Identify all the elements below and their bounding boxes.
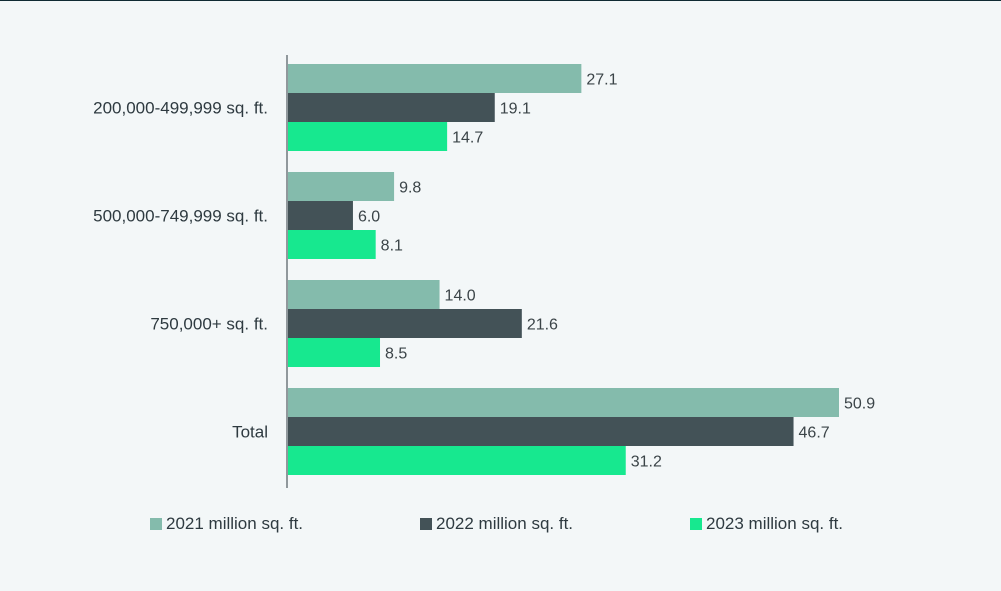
bar-2021-million-sq-ft-total [288,388,839,417]
legend: 2021 million sq. ft. 2022 million sq. ft.… [150,514,843,533]
legend-label-2021-million-sq-ft: 2021 million sq. ft. [166,514,303,533]
legend-swatch-2023-million-sq-ft [690,518,702,530]
data-label-2022-million-sq-ft-750-000-sq-ft: 21.6 [527,317,558,334]
bar-2023-million-sq-ft-total [288,446,626,475]
data-label-2022-million-sq-ft-200-000-499-999-sq-ft: 19.1 [500,101,531,118]
category-label-total: Total [232,423,268,442]
data-label-2023-million-sq-ft-total: 31.2 [631,454,662,471]
bar-2023-million-sq-ft-500-000-749-999-sq-ft [288,230,376,259]
data-label-2023-million-sq-ft-500-000-749-999-sq-ft: 8.1 [381,238,403,255]
bar-2022-million-sq-ft-200-000-499-999-sq-ft [288,93,495,122]
data-label-2021-million-sq-ft-750-000-sq-ft: 14.0 [445,288,476,305]
bar-2022-million-sq-ft-750-000-sq-ft [288,309,522,338]
legend-swatch-2021-million-sq-ft [150,518,162,530]
category-label-200-000-499-999-sq-ft: 200,000-499,999 sq. ft. [93,99,268,118]
category-label-750-000-sq-ft: 750,000+ sq. ft. [150,315,268,334]
bars-group: 27.1 19.1 14.7 9.8 6.08.1 14.0 21.6 8.5 50.9 46.7… [288,64,875,475]
data-label-2021-million-sq-ft-500-000-749-999-sq-ft: 9.8 [399,180,421,197]
bar-2022-million-sq-ft-500-000-749-999-sq-ft [288,201,353,230]
data-label-2022-million-sq-ft-500-000-749-999-sq-ft: 6.0 [358,209,380,226]
bar-2021-million-sq-ft-500-000-749-999-sq-ft [288,172,395,201]
bar-2021-million-sq-ft-750-000-sq-ft [288,280,440,309]
data-label-2021-million-sq-ft-200-000-499-999-sq-ft: 27.1 [586,72,617,89]
legend-swatch-2022-million-sq-ft [420,518,432,530]
data-label-2023-million-sq-ft-200-000-499-999-sq-ft: 14.7 [452,130,483,147]
bar-2022-million-sq-ft-total [288,417,794,446]
bar-2021-million-sq-ft-200-000-499-999-sq-ft [288,64,582,93]
legend-label-2023-million-sq-ft: 2023 million sq. ft. [706,514,843,533]
data-label-2023-million-sq-ft-750-000-sq-ft: 8.5 [385,346,407,363]
bar-2023-million-sq-ft-200-000-499-999-sq-ft [288,122,448,151]
bar-2023-million-sq-ft-750-000-sq-ft [288,338,381,367]
category-label-500-000-749-999-sq-ft: 500,000-749,999 sq. ft. [93,207,268,226]
legend-label-2022-million-sq-ft: 2022 million sq. ft. [436,514,573,533]
data-label-2022-million-sq-ft-total: 46.7 [799,425,830,442]
data-label-2021-million-sq-ft-total: 50.9 [844,396,875,413]
